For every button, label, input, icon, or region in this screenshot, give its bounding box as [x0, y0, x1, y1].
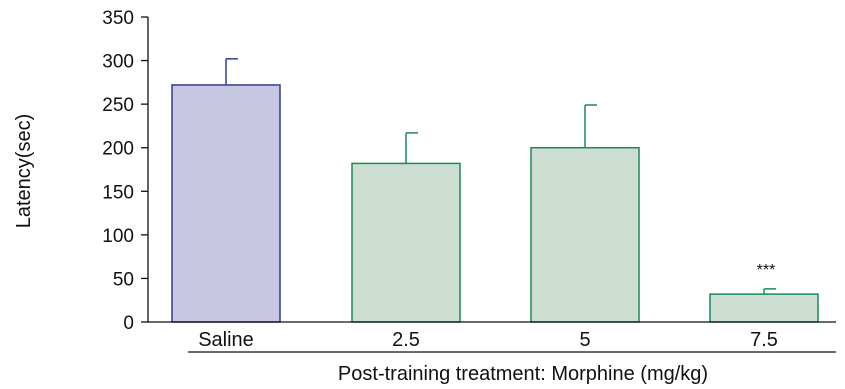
bar-7.5	[709, 293, 819, 323]
bar-Saline	[171, 84, 281, 323]
bar-5	[530, 146, 640, 323]
y-tick-label: 250	[102, 95, 134, 116]
x-tick-label: 7.5	[750, 329, 778, 351]
x-axis-title: Post-training treatment: Morphine (mg/kg…	[338, 363, 708, 385]
y-tick-label: 0	[123, 313, 134, 334]
bars: ***	[171, 58, 819, 323]
significance-label: ***	[757, 262, 776, 279]
y-tick-label: 300	[102, 52, 134, 73]
y-axis-title: Latency(sec)	[13, 114, 35, 229]
y-tick-label: 200	[102, 139, 134, 160]
y-tick-label: 50	[113, 269, 134, 290]
y-tick-label: 350	[102, 8, 134, 29]
y-tick-label: 150	[102, 182, 134, 203]
x-axis: Saline 2.5 5 7.5	[148, 321, 836, 353]
x-tick-label: Saline	[198, 329, 254, 351]
x-tick-label: 5	[579, 329, 590, 351]
x-tick-label: 2.5	[392, 329, 420, 351]
y-tick-label: 100	[102, 226, 134, 247]
y-axis: 0 50 100 150 200 250 300 350	[102, 8, 149, 334]
bar-2.5	[351, 162, 461, 323]
